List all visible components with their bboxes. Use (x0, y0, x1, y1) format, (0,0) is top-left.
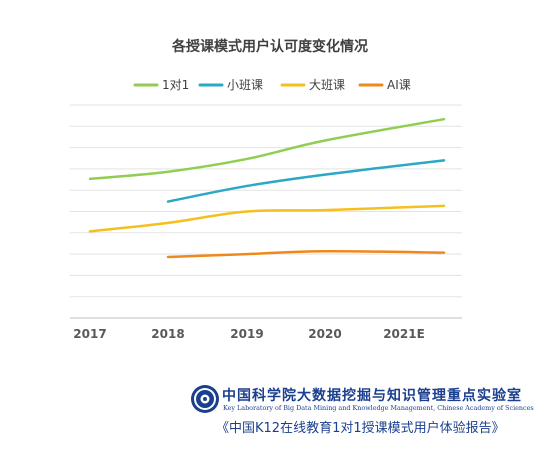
legend: 1对1 小班课 大班课 AI课 (133, 78, 411, 92)
x-tick-label: 2019 (230, 327, 263, 341)
report-title: 《中国K12在线教育1对1授课模式用户体验报告》 (216, 421, 505, 436)
x-tick-label: 2020 (308, 327, 341, 341)
footer: 中国科学院大数据挖掘与知识管理重点实验室 Key Laboratory of B… (190, 384, 534, 444)
cas-logo-icon (191, 385, 219, 413)
x-axis: 2017 2018 2019 2020 2021E (73, 327, 425, 341)
legend-label: AI课 (387, 78, 411, 92)
x-tick-label: 2017 (73, 327, 106, 341)
chart: 各授课模式用户认可度变化情况 1对1 小班课 大班课 AI课 2017 2018 2019… (70, 38, 462, 341)
series-line-小班课 (166, 159, 446, 203)
legend-item: 大班课 (280, 78, 345, 92)
series-line-AI课 (166, 249, 446, 259)
institution-name-en: Key Laboratory of Big Data Mining and Kn… (223, 404, 534, 412)
x-tick-label: 2018 (151, 327, 184, 341)
legend-label: 1对1 (162, 78, 189, 92)
gridlines (70, 104, 462, 319)
series-line-大班课 (88, 204, 446, 233)
legend-label: 大班课 (309, 78, 345, 92)
x-tick-label: 2021E (383, 327, 425, 341)
legend-item: 1对1 (133, 78, 189, 92)
institution-name-cn: 中国科学院大数据挖掘与知识管理重点实验室 (222, 388, 522, 404)
series-line-1对1 (88, 117, 446, 181)
legend-item: 小班课 (198, 78, 263, 92)
legend-label: 小班课 (227, 78, 263, 92)
legend-item: AI课 (358, 78, 411, 92)
series-layer (88, 117, 446, 259)
chart-title: 各授课模式用户认可度变化情况 (171, 38, 368, 55)
